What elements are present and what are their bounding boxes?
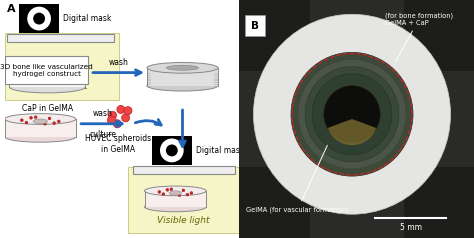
Bar: [133, 166, 235, 174]
Circle shape: [117, 105, 125, 114]
Circle shape: [34, 116, 37, 119]
Bar: [19, 4, 59, 33]
Circle shape: [124, 107, 132, 115]
Circle shape: [113, 120, 121, 128]
Circle shape: [170, 188, 173, 191]
Text: wash: wash: [93, 109, 113, 118]
Circle shape: [160, 139, 184, 162]
Bar: [403, 167, 474, 238]
Circle shape: [33, 13, 45, 25]
Ellipse shape: [5, 114, 76, 124]
Ellipse shape: [9, 61, 85, 73]
Bar: [152, 136, 192, 165]
Circle shape: [107, 116, 115, 124]
Circle shape: [158, 190, 161, 193]
Circle shape: [39, 121, 42, 124]
Ellipse shape: [5, 131, 76, 142]
Circle shape: [25, 121, 28, 124]
Text: Visible light: Visible light: [157, 216, 210, 225]
Bar: [7, 34, 114, 42]
Ellipse shape: [147, 62, 218, 73]
Circle shape: [291, 52, 413, 176]
Bar: [239, 0, 310, 71]
Circle shape: [166, 188, 169, 191]
Ellipse shape: [33, 119, 47, 124]
Bar: [239, 167, 310, 238]
Circle shape: [44, 122, 46, 125]
Circle shape: [298, 60, 406, 169]
Ellipse shape: [9, 81, 85, 93]
Circle shape: [166, 144, 178, 156]
Circle shape: [29, 116, 32, 119]
Ellipse shape: [147, 80, 218, 91]
Circle shape: [109, 111, 117, 119]
Circle shape: [305, 67, 399, 162]
Circle shape: [48, 117, 51, 120]
Circle shape: [182, 189, 185, 192]
FancyBboxPatch shape: [5, 33, 118, 100]
Circle shape: [121, 114, 130, 122]
Circle shape: [324, 86, 380, 143]
Circle shape: [57, 120, 60, 123]
Text: CaP in GelMA: CaP in GelMA: [22, 104, 73, 113]
Circle shape: [190, 192, 193, 194]
Circle shape: [20, 119, 23, 122]
Bar: [403, 0, 474, 71]
Text: Digital mask: Digital mask: [196, 146, 244, 155]
FancyBboxPatch shape: [128, 167, 239, 233]
Text: wash: wash: [109, 58, 128, 67]
Bar: [147, 68, 218, 86]
FancyBboxPatch shape: [5, 56, 88, 84]
Circle shape: [186, 193, 189, 196]
Circle shape: [162, 193, 165, 195]
Ellipse shape: [169, 191, 182, 195]
Text: A: A: [7, 4, 16, 14]
Circle shape: [174, 192, 177, 195]
Ellipse shape: [145, 186, 206, 196]
Circle shape: [39, 119, 42, 122]
Ellipse shape: [166, 65, 199, 70]
Circle shape: [174, 191, 177, 194]
Text: 3D bone like vascularized
hydrogel construct: 3D bone like vascularized hydrogel const…: [0, 64, 93, 77]
Circle shape: [27, 7, 51, 30]
Text: HUVEC spheroids
in GelMA: HUVEC spheroids in GelMA: [85, 134, 152, 154]
Circle shape: [53, 122, 55, 125]
Text: (for bone formation)
GelMA + CaP: (for bone formation) GelMA + CaP: [385, 12, 453, 62]
Bar: [245, 15, 265, 36]
Text: GelMA (for vascular formation): GelMA (for vascular formation): [246, 145, 349, 213]
Text: Visible light: Visible light: [36, 82, 88, 91]
Text: Digital mask: Digital mask: [63, 14, 111, 23]
Text: 5 mm: 5 mm: [400, 223, 422, 232]
Text: B: B: [251, 21, 259, 31]
Circle shape: [254, 14, 450, 214]
Bar: [9, 67, 85, 87]
Bar: [145, 191, 206, 207]
Wedge shape: [328, 119, 376, 145]
Text: culture: culture: [90, 130, 117, 139]
Circle shape: [178, 194, 181, 197]
Bar: [5, 119, 76, 137]
Circle shape: [312, 74, 392, 155]
Ellipse shape: [145, 202, 206, 212]
